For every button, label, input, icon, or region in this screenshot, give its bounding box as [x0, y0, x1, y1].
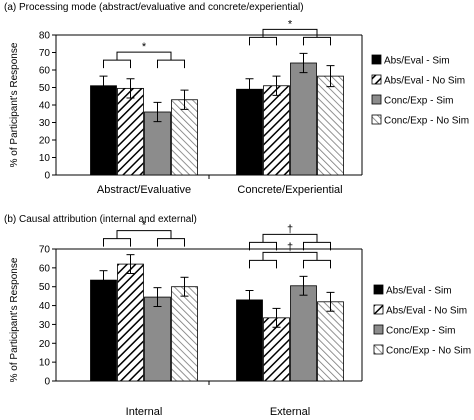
legend-entry: Abs/Eval - Sim: [384, 56, 450, 67]
x-tick-label: Concrete/Experiential: [237, 184, 342, 196]
bar: [117, 87, 144, 176]
legend-swatch: [371, 94, 382, 105]
legend-entry: Conc/Exp - Sim: [384, 96, 453, 107]
legend-swatch: [371, 114, 382, 125]
panel-processing-mode: (a) Processing mode (abstract/evaluative…: [4, 2, 469, 196]
significance-bracket: [249, 36, 277, 46]
y-tick-label: 30: [39, 118, 51, 129]
bar: [144, 111, 171, 176]
significance-bracket: [262, 28, 318, 38]
bar: [117, 263, 144, 382]
legend-swatch: [371, 54, 382, 65]
panel-causal-attribution: (b) Causal attribution (internal and ext…: [4, 214, 471, 418]
significance-marker: †: [287, 223, 293, 235]
bar: [317, 301, 344, 382]
significance-bracket: [262, 251, 318, 261]
significance-bracket: [116, 51, 172, 61]
y-tick-label: 0: [44, 171, 50, 182]
legend-entry: Conc/Exp - No Sim: [384, 116, 469, 127]
y-tick-label: 50: [39, 282, 51, 293]
y-tick-label: 30: [39, 320, 51, 331]
significance-bracket: [157, 59, 185, 69]
y-tick-label: 70: [39, 245, 51, 256]
panel-title: (b) Causal attribution (internal and ext…: [4, 214, 197, 225]
bar: [171, 99, 198, 176]
y-axis-label: % of Participant's Response: [9, 257, 20, 382]
y-tick-label: 10: [39, 153, 51, 164]
significance-bracket: [262, 233, 318, 243]
significance-marker: *: [142, 41, 147, 53]
panel-title: (a) Processing mode (abstract/evaluative…: [4, 2, 304, 13]
significance-bracket: [157, 238, 185, 247]
x-tick-label: Internal: [126, 406, 163, 418]
y-tick-label: 50: [39, 83, 51, 94]
y-tick-label: 20: [39, 339, 51, 350]
bar: [236, 299, 263, 382]
y-tick-label: 40: [39, 301, 51, 312]
significance-marker: *: [142, 220, 147, 232]
legend-swatch: [373, 304, 384, 315]
y-tick-label: 80: [39, 31, 51, 42]
bar: [263, 317, 290, 382]
legend-entry: Abs/Eval - No Sim: [386, 306, 467, 317]
bar: [263, 85, 290, 176]
y-axis-label: % of Participant's Response: [9, 42, 20, 167]
bar: [90, 279, 117, 382]
y-tick-label: 10: [39, 358, 51, 369]
y-tick-label: 70: [39, 48, 51, 59]
significance-bracket: [249, 259, 277, 269]
bar: [317, 75, 344, 176]
y-tick-label: 60: [39, 263, 51, 274]
legend-entry: Conc/Exp - No Sim: [386, 346, 471, 357]
bar: [290, 62, 317, 176]
y-tick-label: 0: [44, 377, 50, 388]
x-tick-label: External: [270, 406, 310, 418]
legend-entry: Conc/Exp - Sim: [386, 326, 455, 337]
legend-swatch: [373, 324, 384, 335]
significance-bracket: [103, 238, 131, 247]
y-tick-label: 40: [39, 101, 51, 112]
bar: [290, 285, 317, 382]
significance-bracket: [303, 36, 331, 46]
y-tick-label: 20: [39, 136, 51, 147]
bar: [171, 286, 198, 382]
bar: [144, 296, 171, 382]
significance-bracket: [116, 230, 172, 239]
bar: [90, 85, 117, 176]
y-tick-label: 60: [39, 66, 51, 77]
legend-entry: Abs/Eval - Sim: [386, 286, 452, 297]
significance-bracket: [103, 59, 131, 69]
legend-swatch: [371, 74, 382, 85]
legend-entry: Abs/Eval - No Sim: [384, 76, 465, 87]
legend-swatch: [373, 344, 384, 355]
significance-marker: †: [287, 241, 293, 253]
significance-marker: *: [288, 18, 293, 30]
legend-swatch: [373, 284, 384, 295]
significance-bracket: [303, 259, 331, 269]
x-tick-label: Abstract/Evaluative: [97, 184, 191, 196]
bar: [236, 88, 263, 176]
